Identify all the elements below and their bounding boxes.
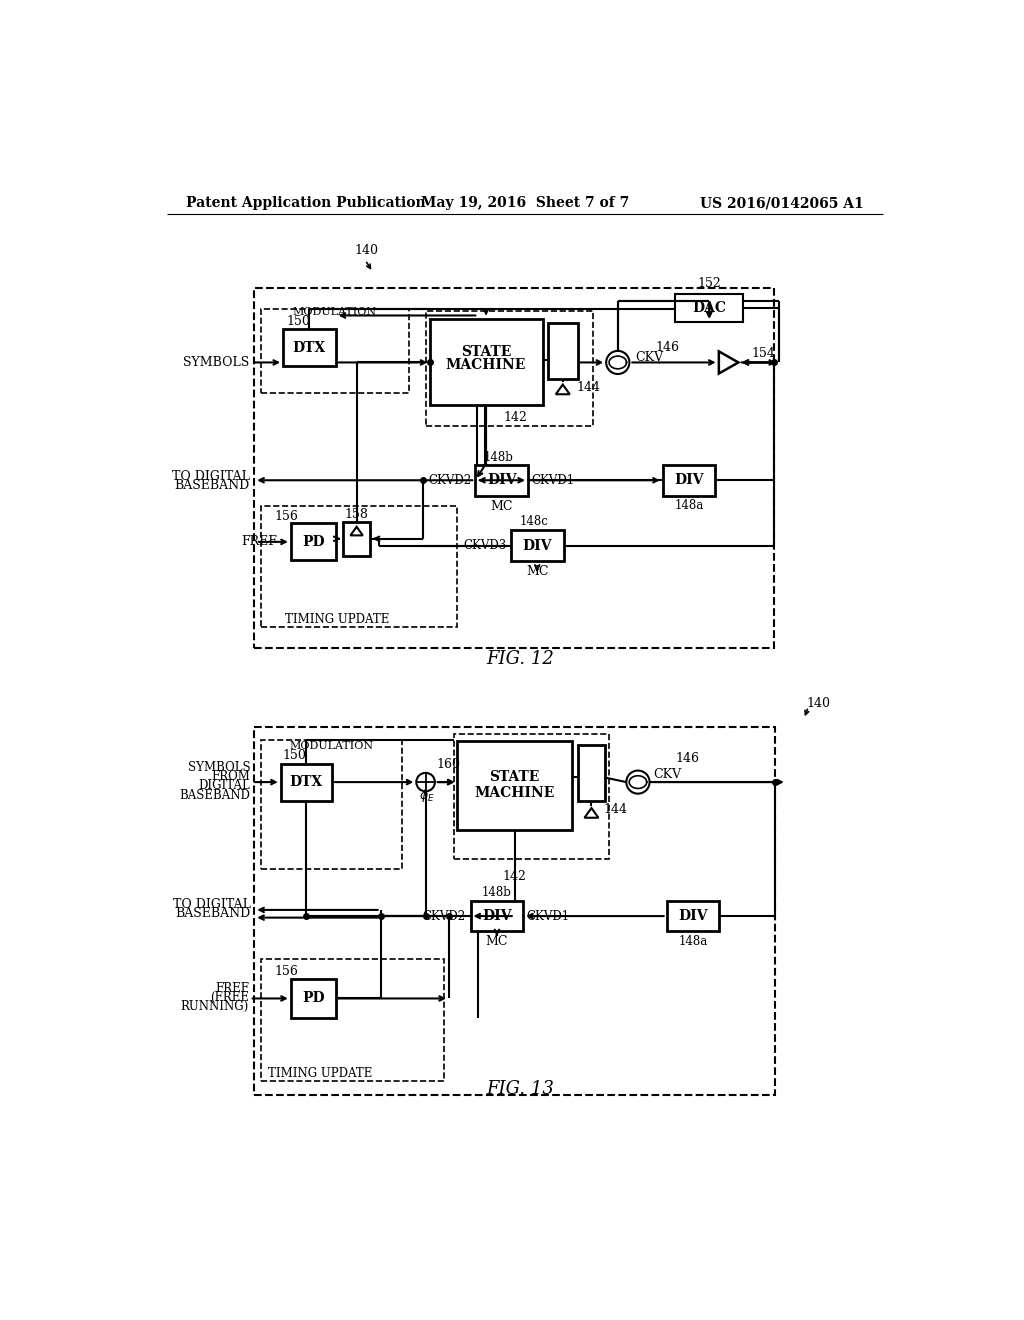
Text: DAC: DAC	[692, 301, 726, 314]
Text: FROM: FROM	[212, 770, 251, 783]
Text: PD: PD	[302, 535, 325, 549]
Text: Patent Application Publication: Patent Application Publication	[186, 197, 426, 210]
Bar	[458, 741, 572, 830]
Bar	[454, 734, 608, 859]
Text: 146: 146	[675, 752, 699, 766]
Text: FREF: FREF	[215, 982, 249, 995]
Text: CKVD1: CKVD1	[531, 474, 574, 487]
Text: SYMBOLS: SYMBOLS	[187, 760, 251, 774]
Text: DIV: DIV	[675, 474, 703, 487]
Bar	[579, 744, 604, 800]
Text: 148a: 148a	[675, 499, 703, 512]
Text: 144: 144	[604, 803, 628, 816]
Text: 146: 146	[655, 341, 679, 354]
Bar	[283, 330, 336, 367]
Text: STATE: STATE	[489, 771, 540, 784]
Text: 156: 156	[274, 965, 299, 978]
Bar	[667, 900, 719, 932]
Text: CKVD2: CKVD2	[428, 474, 471, 487]
Text: DIV: DIV	[678, 909, 708, 923]
Text: DTX: DTX	[290, 775, 323, 789]
Text: 140: 140	[807, 697, 830, 710]
Bar	[261, 309, 409, 393]
Text: 150: 150	[283, 750, 306, 763]
Bar	[548, 323, 578, 379]
Text: STATE: STATE	[461, 346, 511, 359]
Bar	[261, 960, 444, 1081]
Text: 142: 142	[504, 411, 527, 424]
Text: MODULATION: MODULATION	[290, 741, 374, 751]
Bar	[254, 726, 775, 1094]
Text: MC: MC	[490, 500, 513, 513]
Bar	[261, 507, 457, 627]
Bar	[254, 288, 773, 648]
Text: DIV: DIV	[522, 539, 552, 553]
Text: $\phi_E$: $\phi_E$	[419, 788, 435, 804]
Text: CKV: CKV	[653, 768, 682, 781]
Text: May 19, 2016  Sheet 7 of 7: May 19, 2016 Sheet 7 of 7	[421, 197, 629, 210]
Text: TIMING UPDATE: TIMING UPDATE	[285, 612, 389, 626]
Text: CKVD3: CKVD3	[463, 539, 506, 552]
Text: 148a: 148a	[678, 935, 708, 948]
Text: 144: 144	[575, 380, 600, 393]
Text: 152: 152	[697, 277, 721, 290]
Bar	[471, 900, 523, 932]
Text: US 2016/0142065 A1: US 2016/0142065 A1	[700, 197, 864, 210]
Text: DIGITAL: DIGITAL	[199, 779, 251, 792]
Text: 150: 150	[287, 315, 310, 329]
Text: 158: 158	[345, 508, 369, 521]
Text: DIV: DIV	[486, 474, 516, 487]
Bar	[343, 521, 370, 556]
Text: (FREE: (FREE	[210, 991, 249, 1005]
Text: 148b: 148b	[483, 450, 513, 463]
Text: PD: PD	[302, 991, 325, 1006]
Text: TIMING UPDATE: TIMING UPDATE	[268, 1067, 373, 1080]
Text: 142: 142	[503, 870, 526, 883]
Text: 160: 160	[436, 758, 461, 771]
Text: 154: 154	[752, 347, 776, 360]
Bar	[281, 763, 332, 800]
Bar	[675, 294, 743, 322]
Text: BASEBAND: BASEBAND	[175, 907, 251, 920]
Text: 148c: 148c	[519, 515, 549, 528]
Text: 156: 156	[274, 510, 299, 523]
Text: DTX: DTX	[293, 341, 326, 355]
Text: FIG. 12: FIG. 12	[486, 649, 554, 668]
Text: TO DIGITAL: TO DIGITAL	[173, 898, 251, 911]
Text: FIG. 13: FIG. 13	[486, 1080, 554, 1097]
Text: RUNNING): RUNNING)	[180, 1001, 249, 1014]
Text: 140: 140	[354, 244, 378, 257]
Bar	[291, 524, 336, 561]
Bar	[291, 979, 336, 1018]
Bar	[511, 531, 563, 561]
Text: MC: MC	[485, 935, 508, 948]
Text: CKV: CKV	[636, 351, 664, 363]
Text: BASEBAND: BASEBAND	[174, 479, 250, 492]
Text: SYMBOLS: SYMBOLS	[183, 356, 250, 370]
Bar	[261, 739, 402, 869]
Text: TO DIGITAL: TO DIGITAL	[172, 470, 250, 483]
Text: DIV: DIV	[482, 909, 512, 923]
Bar	[663, 465, 716, 496]
Text: 148b: 148b	[481, 886, 511, 899]
Text: MACHINE: MACHINE	[445, 358, 526, 372]
Text: CKVD2: CKVD2	[423, 909, 466, 923]
Text: MC: MC	[526, 565, 549, 578]
Text: MODULATION: MODULATION	[293, 308, 377, 317]
Bar	[426, 312, 593, 426]
Bar	[430, 318, 543, 405]
Bar	[475, 465, 528, 496]
Text: BASEBAND: BASEBAND	[179, 788, 251, 801]
Text: CKVD1: CKVD1	[526, 909, 569, 923]
Text: FREF: FREF	[241, 536, 276, 548]
Text: MACHINE: MACHINE	[474, 785, 555, 800]
